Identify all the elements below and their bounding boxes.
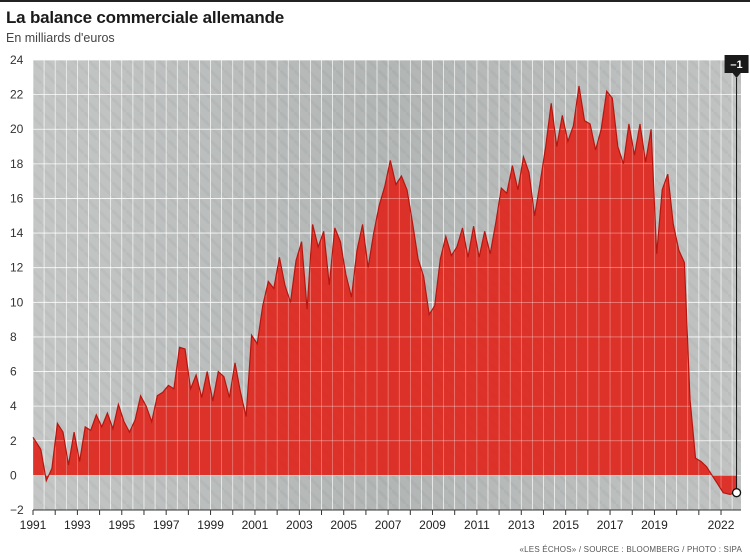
y-tick-label: 24 xyxy=(10,53,24,67)
x-tick-label: 1995 xyxy=(108,518,135,532)
x-tick-label: 1999 xyxy=(197,518,224,532)
x-tick-label: 2022 xyxy=(708,518,735,532)
last-value-label: –1 xyxy=(730,59,742,71)
area-line xyxy=(32,85,737,496)
y-tick-label: 4 xyxy=(10,399,17,413)
x-tick-label: 1991 xyxy=(20,518,47,532)
x-tick-label: 2011 xyxy=(464,518,490,532)
y-tick-label: 2 xyxy=(10,434,17,448)
y-tick-label: 22 xyxy=(10,88,24,102)
y-tick-label: 0 xyxy=(10,468,17,482)
x-tick-label: 2005 xyxy=(330,518,357,532)
x-tick-label: 2019 xyxy=(641,518,668,532)
y-tick-label: 16 xyxy=(10,191,24,205)
x-tick-label: 2001 xyxy=(242,518,269,532)
top-rule xyxy=(0,0,750,2)
area-fill xyxy=(33,86,737,495)
y-tick-label: 20 xyxy=(10,122,24,136)
y-tick-label: 14 xyxy=(10,226,24,240)
chart-subtitle: En milliards d'euros xyxy=(6,31,115,45)
x-tick-label: 2009 xyxy=(419,518,446,532)
area-series xyxy=(32,59,741,511)
last-value-badge xyxy=(724,55,749,73)
x-tick-label: 2015 xyxy=(552,518,579,532)
x-tick-label: 2007 xyxy=(375,518,402,532)
x-tick-label: 2003 xyxy=(286,518,313,532)
x-tick-label: 1997 xyxy=(153,518,180,532)
y-tick-label: 10 xyxy=(10,295,24,309)
y-tick-label: −2 xyxy=(10,503,24,517)
badge-pointer xyxy=(732,73,741,78)
x-tick-label: 1993 xyxy=(64,518,91,532)
y-tick-label: 8 xyxy=(10,330,17,344)
x-axis: 1991 1993 1995 1997 1999 2001 2003 2005 2007 2009… xyxy=(20,509,741,532)
last-value-annotation: –1 xyxy=(724,55,749,498)
x-tick-label: 2013 xyxy=(508,518,535,532)
y-tick-label: 18 xyxy=(10,157,24,171)
x-tick-label: 2017 xyxy=(597,518,624,532)
chart-title: La balance commerciale allemande xyxy=(6,8,285,27)
y-tick-label: 12 xyxy=(10,261,24,275)
last-value-dot xyxy=(731,488,742,498)
y-tick-label: 6 xyxy=(10,365,17,379)
credits: «LES ÉCHOS» / SOURCE : BLOOMBERG / PHOTO… xyxy=(519,545,742,554)
